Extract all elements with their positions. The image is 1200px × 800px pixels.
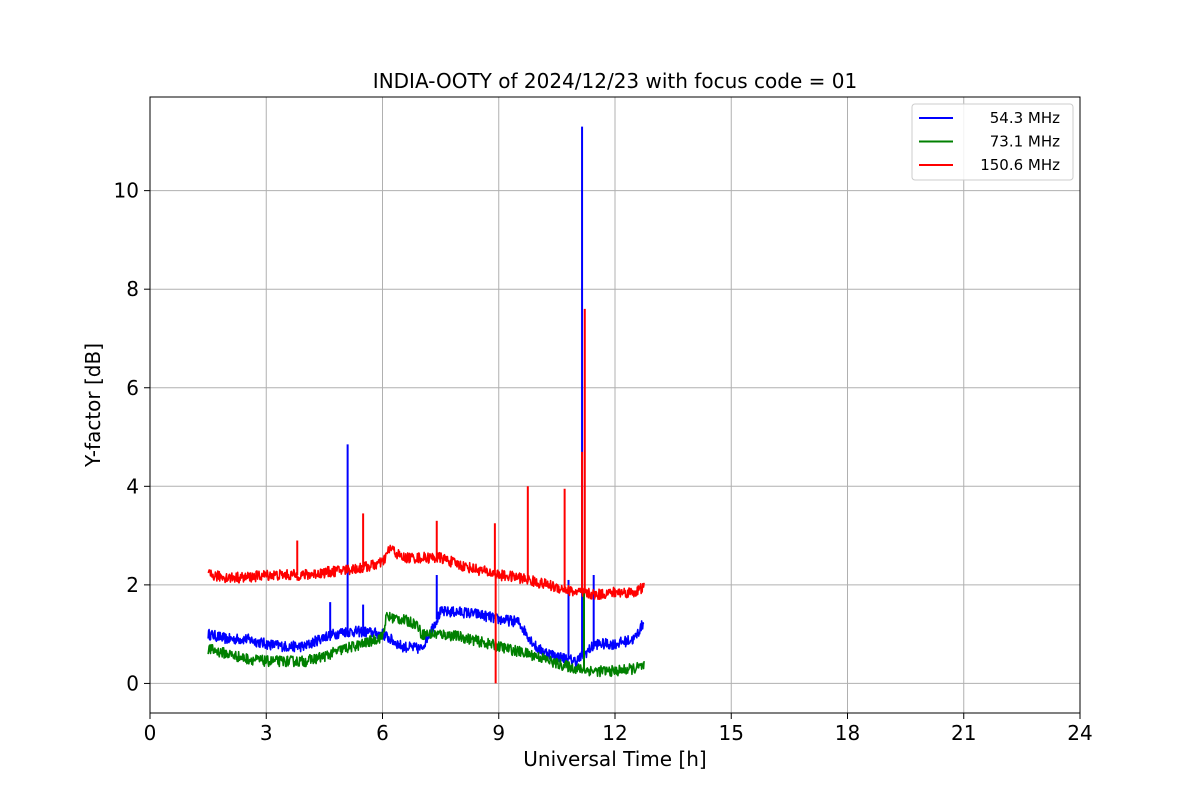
series-line [207,611,645,678]
series-2 [207,308,645,684]
x-axis-label: Universal Time [h] [523,747,706,771]
x-tick-label: 9 [492,721,505,745]
y-tick-label: 8 [126,277,139,301]
series-layer [207,126,645,684]
x-tick-label: 6 [376,721,389,745]
x-tick-label: 24 [1067,721,1092,745]
y-axis-label: Y-factor [dB] [81,343,105,468]
x-tick-label: 3 [260,721,273,745]
y-tick-label: 0 [126,671,139,695]
x-tick-label: 0 [144,721,157,745]
grid [149,97,1081,713]
x-tick-label: 18 [835,721,860,745]
x-tick-label: 12 [602,721,627,745]
series-0 [207,126,645,668]
y-tick-label: 2 [126,573,139,597]
series-line [207,544,645,601]
y-tick-label: 10 [114,179,139,203]
legend-label: 73.1 MHz [990,133,1060,151]
legend-box [911,103,1074,181]
y-tick-label: 4 [126,474,139,498]
legend-label: 150.6 MHz [980,156,1060,174]
series-1 [207,589,645,678]
chart-title: INDIA-OOTY of 2024/12/23 with focus code… [373,69,857,93]
legend: 54.3 MHz 73.1 MHz 150.6 MHz [911,103,1074,181]
x-tick-label: 15 [719,721,744,745]
x-tick-label: 21 [951,721,976,745]
y-tick-label: 6 [126,376,139,400]
legend-label: 54.3 MHz [990,109,1060,127]
